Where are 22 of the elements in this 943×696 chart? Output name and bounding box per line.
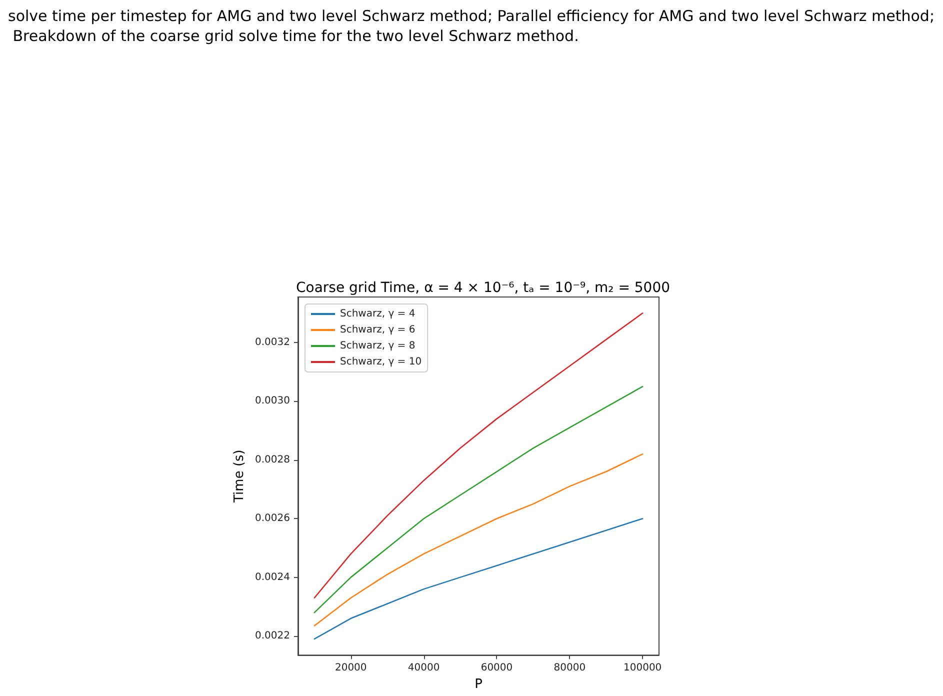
legend-label: Schwarz, γ = 4 bbox=[340, 308, 416, 320]
x-axis-title: P bbox=[474, 677, 483, 692]
y-tick-label: 0.0032 bbox=[255, 336, 290, 348]
y-tick-label: 0.0024 bbox=[255, 572, 290, 583]
line-series bbox=[314, 453, 644, 626]
legend-label: Schwarz, γ = 6 bbox=[340, 324, 416, 336]
line-series bbox=[314, 518, 644, 640]
x-tick-label: 20000 bbox=[334, 662, 367, 674]
y-tick-label: 0.0026 bbox=[255, 513, 290, 524]
legend-label: Schwarz, γ = 10 bbox=[340, 356, 422, 368]
x-tick-label: 40000 bbox=[408, 662, 440, 674]
x-tick-label: 60000 bbox=[480, 662, 513, 674]
x-tick-label: 100000 bbox=[623, 662, 662, 674]
legend-label: Schwarz, γ = 8 bbox=[340, 340, 416, 352]
y-tick-label: 0.0028 bbox=[255, 454, 290, 466]
y-tick-label: 0.0030 bbox=[255, 396, 290, 407]
y-axis-title: Time (s) bbox=[232, 450, 247, 504]
x-tick-label: 80000 bbox=[554, 662, 586, 674]
chart-title: Coarse grid Time, α = 4 × 10⁻⁶, tₐ = 10⁻⁹, m₂ = 5000 bbox=[296, 280, 670, 296]
y-tick-label: 0.0022 bbox=[255, 630, 290, 642]
text: solve time per timestep for AMG and two level Schwarz method; Parallel efficiency for AMG and two level Schwarz method; Breakdown of the coarse grid solve time for the two level Schwarz method. bbox=[8, 7, 935, 45]
line-series bbox=[314, 386, 644, 614]
